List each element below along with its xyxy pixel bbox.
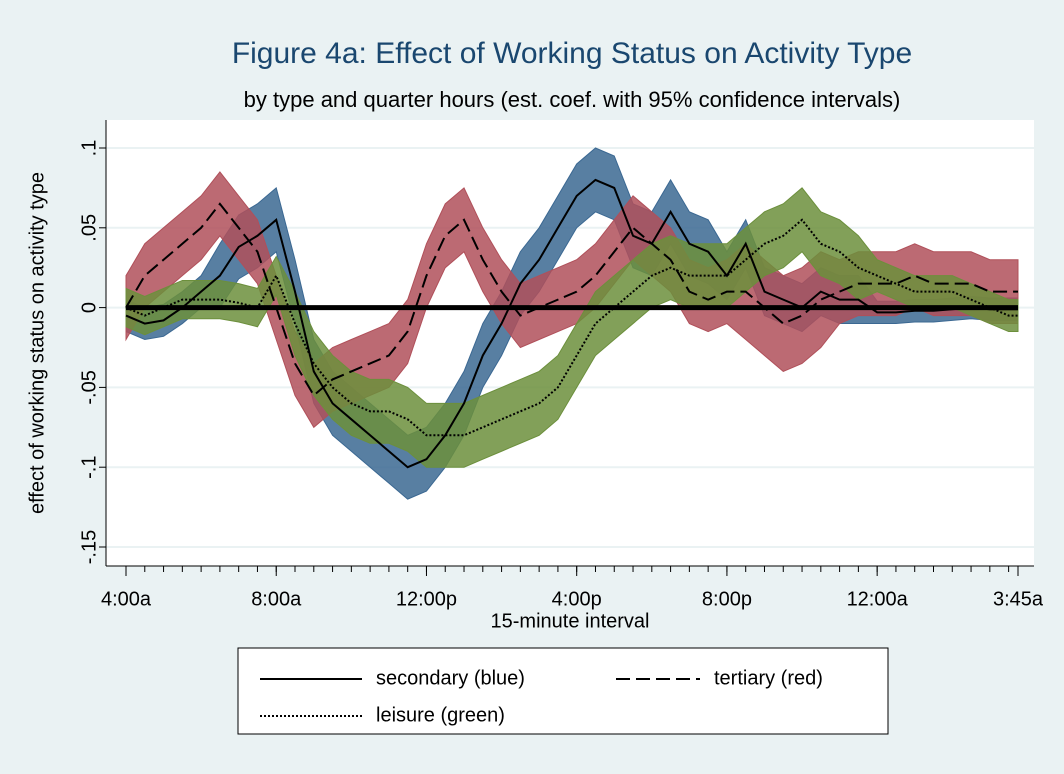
y-tick-label: -.05 (78, 370, 100, 404)
x-tick-label: 8:00a (251, 588, 302, 610)
x-tick-label: 8:00p (702, 588, 752, 610)
y-tick-label: 0 (78, 302, 100, 313)
legend-label: tertiary (red) (714, 667, 823, 689)
series-line (125, 178, 1018, 469)
x-tick-label: 4:00p (552, 588, 602, 610)
legend-label: secondary (blue) (376, 667, 525, 689)
y-tick-label: -.15 (78, 530, 100, 564)
x-tick-label: 3:45a (993, 588, 1044, 610)
chart-subtitle: by type and quarter hours (est. coef. wi… (244, 87, 901, 112)
series-line (125, 202, 1018, 397)
confidence-band (125, 187, 1019, 468)
chart-title: Figure 4a: Effect of Working Status on A… (232, 37, 912, 70)
y-tick-label: -.1 (78, 456, 100, 479)
legend-label: leisure (green) (376, 704, 505, 726)
y-axis-label: effect of working status on activity typ… (26, 172, 48, 514)
x-tick-label: 4:00a (101, 588, 152, 610)
series-line (125, 218, 1018, 437)
x-tick-label: 12:00p (396, 588, 457, 610)
x-axis-label: 15-minute interval (491, 610, 650, 632)
y-tick-label: .1 (78, 140, 100, 157)
x-tick-label: 12:00a (847, 588, 909, 610)
y-tick-label: .05 (78, 214, 100, 242)
legend (237, 647, 889, 735)
